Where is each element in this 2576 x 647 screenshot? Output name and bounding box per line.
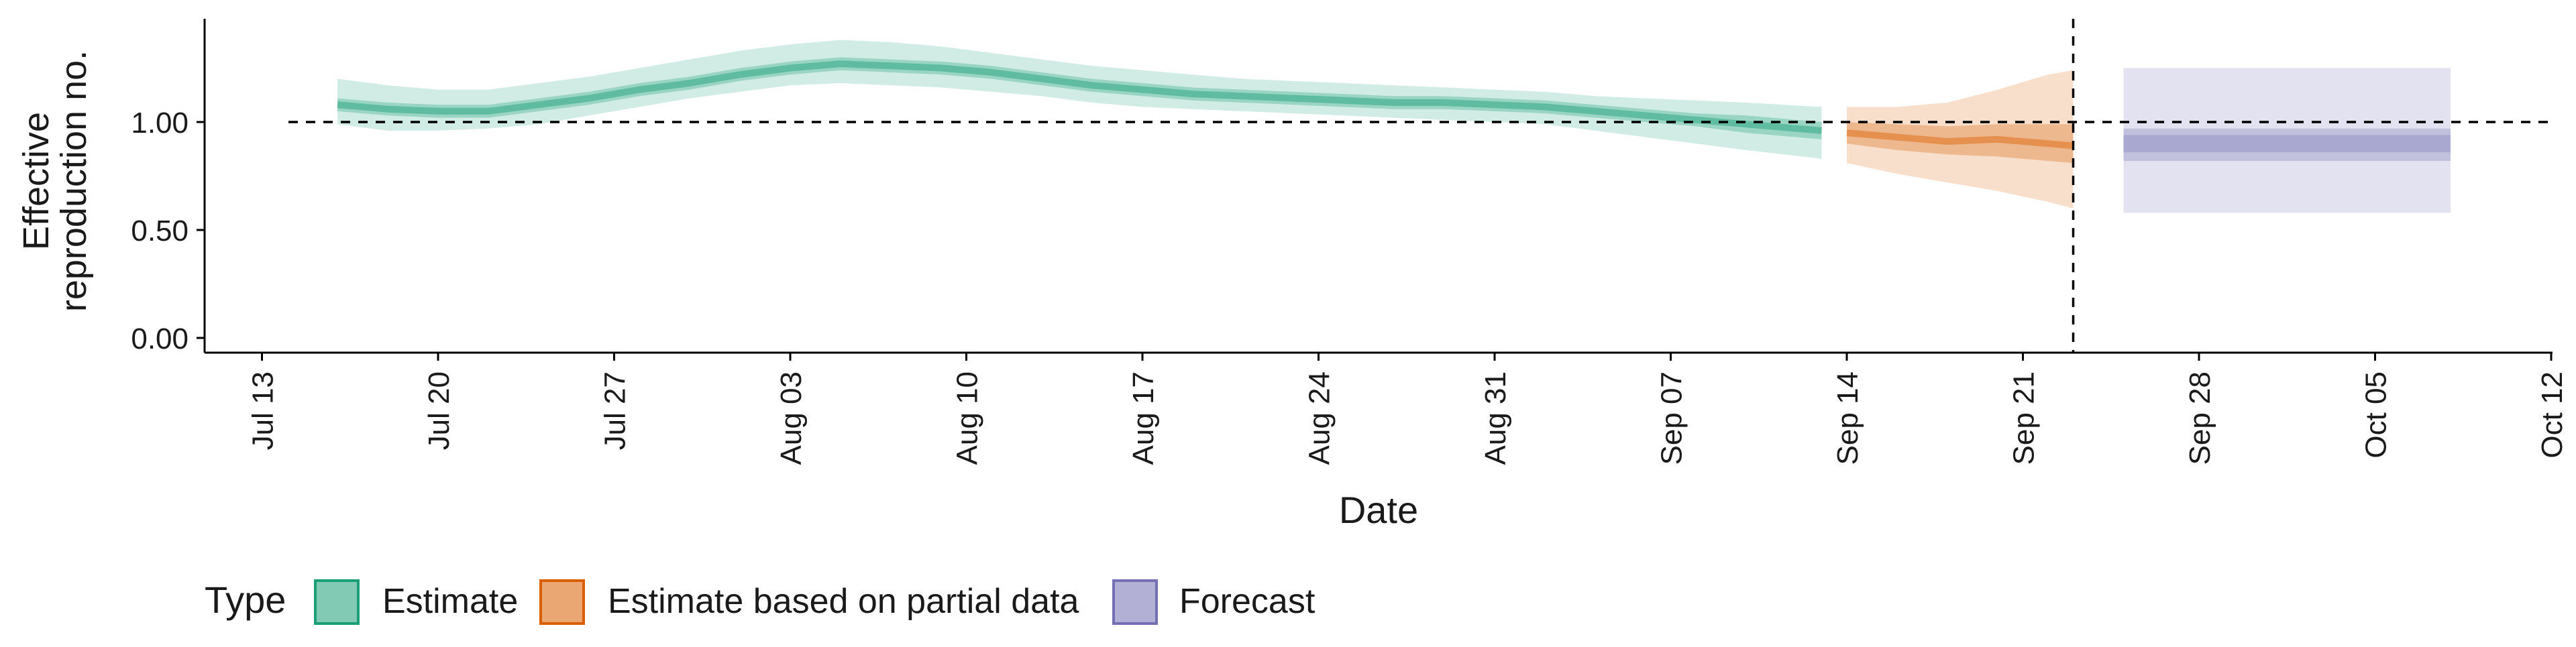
legend-title: Type [205,579,286,621]
x-tick-label: Oct 12 [2536,371,2569,459]
y-axis-label-line2: reproduction no. [54,50,94,312]
legend: Type Estimate Estimate based on partial d… [205,579,1316,625]
estimate-band-90 [337,40,1822,159]
estimate-based-on-partial-data-band-50 [1847,122,2074,164]
x-tick-label: Jul 27 [599,371,632,450]
legend-key-estimate-based-on-partial-data [539,579,585,625]
series-estimate-based-on-partial-data [1846,70,2074,209]
forecast-band-30 [2123,135,2451,153]
x-tick-label: Aug 17 [1127,371,1160,465]
x-tick-label: Aug 10 [951,371,984,465]
series-bands [337,40,2451,213]
estimate-based-on-partial-data-band-90 [1847,70,2074,209]
x-ticks: Jul 13 Jul 20 Jul 27 Aug 03 Aug 10 Aug 17 Aug … [247,353,2569,465]
estimate-band-50 [337,57,1822,139]
y-tick-label: 0.00 [131,322,189,355]
x-tick-label: Aug 31 [1479,371,1512,465]
x-tick-label: Jul 20 [423,371,455,450]
reference-lines [288,19,2553,353]
legend-label-estimate: Estimate [382,582,518,621]
x-tick-label: Sep 28 [2184,371,2216,465]
legend-key-forecast [1112,579,1158,625]
series-estimate [337,40,1822,159]
x-tick-label: Oct 05 [2360,371,2393,459]
legend-label-forecast: Forecast [1179,582,1316,621]
forecast-band-50 [2123,128,2451,161]
series-forecast [2123,68,2451,213]
legend-label-estimate-based-on-partial-data: Estimate based on partial data [608,582,1079,621]
y-tick-label: 1.00 [131,107,189,139]
x-axis-label: Date [1339,489,1418,531]
estimate-based-on-partial-data-median-line [1846,129,2074,150]
x-tick-label: Sep 21 [2008,371,2041,465]
x-tick-label: Jul 13 [247,371,280,450]
x-tick-label: Sep 14 [1831,371,1864,465]
axes [203,19,2553,354]
x-tick-label: Aug 24 [1303,371,1336,465]
forecast-band-90 [2123,68,2451,213]
estimate-median-line [337,60,1822,134]
y-tick-label: 0.50 [131,215,189,247]
x-tick-label: Sep 07 [1656,371,1688,465]
y-axis-label-line1: Effective [16,112,56,250]
x-tick-label: Aug 03 [775,371,808,465]
y-ticks: 0.00 0.50 1.00 [131,107,205,355]
legend-key-estimate [314,579,360,625]
